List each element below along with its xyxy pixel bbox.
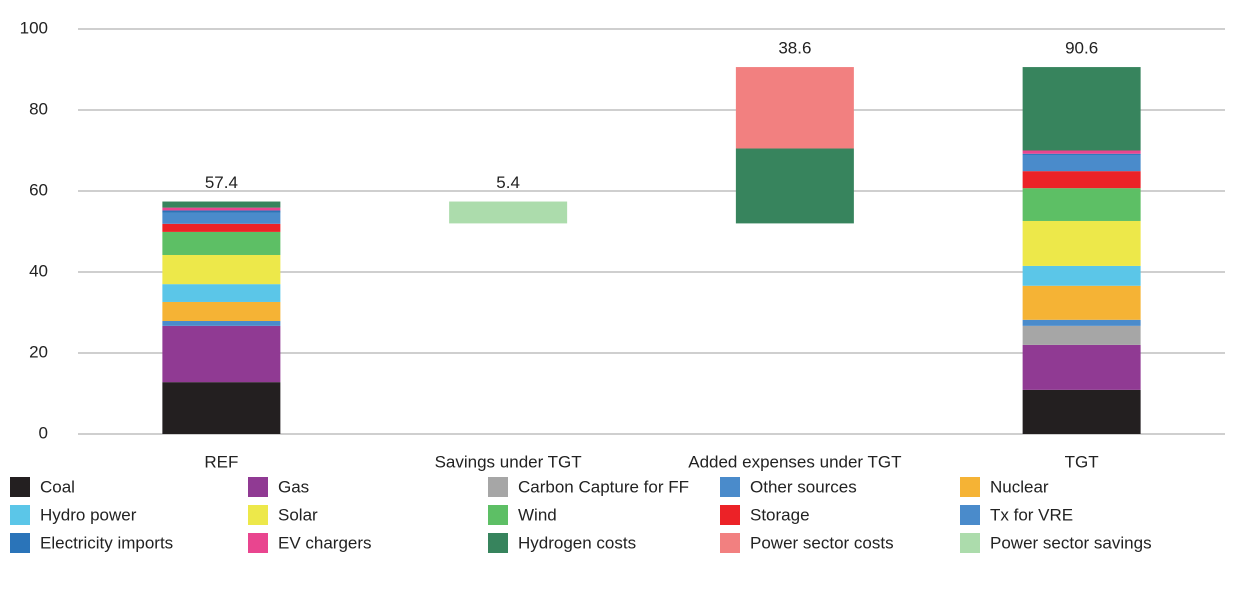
x-tick-label: Savings under TGT xyxy=(435,452,582,471)
bar-segment xyxy=(162,210,281,213)
bar-segment xyxy=(1022,154,1141,172)
bar-segment xyxy=(449,201,568,224)
bar-segment xyxy=(735,67,854,149)
bar-segment xyxy=(162,382,281,434)
bar-segment xyxy=(162,207,281,211)
legend-swatch xyxy=(720,533,740,553)
legend-swatch xyxy=(248,477,268,497)
legend-swatch xyxy=(720,505,740,525)
total-label: 5.4 xyxy=(496,173,520,192)
y-tick-label: 60 xyxy=(29,180,48,199)
legend-swatch xyxy=(488,477,508,497)
total-label: 38.6 xyxy=(778,39,811,58)
x-tick-label: Added expenses under TGT xyxy=(688,452,901,471)
bar-segment xyxy=(162,254,281,285)
legend-label: Electricity imports xyxy=(40,533,173,552)
y-tick-label: 0 xyxy=(39,423,48,442)
bar-segment xyxy=(1022,319,1141,326)
bar-segment xyxy=(1022,265,1141,286)
bar-segment xyxy=(1022,171,1141,189)
bar-segment xyxy=(735,148,854,224)
y-tick-label: 100 xyxy=(20,18,48,37)
bar-segment xyxy=(162,321,281,326)
legend-label: EV chargers xyxy=(278,533,372,552)
bar-segment xyxy=(162,301,281,322)
bar-segment xyxy=(1022,389,1141,434)
legend-label: Other sources xyxy=(750,477,857,496)
bar-segment xyxy=(1022,344,1141,390)
bar-segment xyxy=(162,231,281,255)
legend-label: Coal xyxy=(40,477,75,496)
legend-label: Gas xyxy=(278,477,309,496)
y-tick-label: 20 xyxy=(29,342,48,361)
legend-swatch xyxy=(10,533,30,553)
legend-label: Hydrogen costs xyxy=(518,533,636,552)
total-label: 90.6 xyxy=(1065,39,1098,58)
bar-segment xyxy=(1022,220,1141,266)
legend-label: Tx for VRE xyxy=(990,505,1073,524)
bar-segment xyxy=(162,325,281,383)
bar-segment xyxy=(162,284,281,302)
legend-swatch xyxy=(10,477,30,497)
legend-label: Storage xyxy=(750,505,810,524)
legend-swatch xyxy=(960,533,980,553)
legend-label: Hydro power xyxy=(40,505,137,524)
total-label: 57.4 xyxy=(205,173,238,192)
bar-segment xyxy=(162,201,281,208)
legend-swatch xyxy=(960,477,980,497)
bar-segment xyxy=(1022,150,1141,154)
bar-segment xyxy=(1022,325,1141,345)
bar-segment xyxy=(162,223,281,232)
bar-segment xyxy=(1022,153,1141,155)
x-tick-label: REF xyxy=(204,452,238,471)
legend-label: Power sector savings xyxy=(990,533,1152,552)
legend-swatch xyxy=(960,505,980,525)
bar-segment xyxy=(1022,285,1141,320)
legend-label: Wind xyxy=(518,505,557,524)
bar-segment xyxy=(1022,67,1141,151)
legend-label: Nuclear xyxy=(990,477,1049,496)
y-tick-label: 80 xyxy=(29,99,48,118)
legend-label: Solar xyxy=(278,505,318,524)
legend-label: Power sector costs xyxy=(750,533,894,552)
bar-segment xyxy=(1022,188,1141,221)
y-tick-label: 40 xyxy=(29,261,48,280)
legend-swatch xyxy=(488,533,508,553)
x-tick-label: TGT xyxy=(1065,452,1099,471)
legend-swatch xyxy=(248,533,268,553)
legend-swatch xyxy=(488,505,508,525)
legend-label: Carbon Capture for FF xyxy=(518,477,689,496)
legend-swatch xyxy=(720,477,740,497)
bar-segment xyxy=(162,212,281,224)
legend-swatch xyxy=(248,505,268,525)
legend-swatch xyxy=(10,505,30,525)
